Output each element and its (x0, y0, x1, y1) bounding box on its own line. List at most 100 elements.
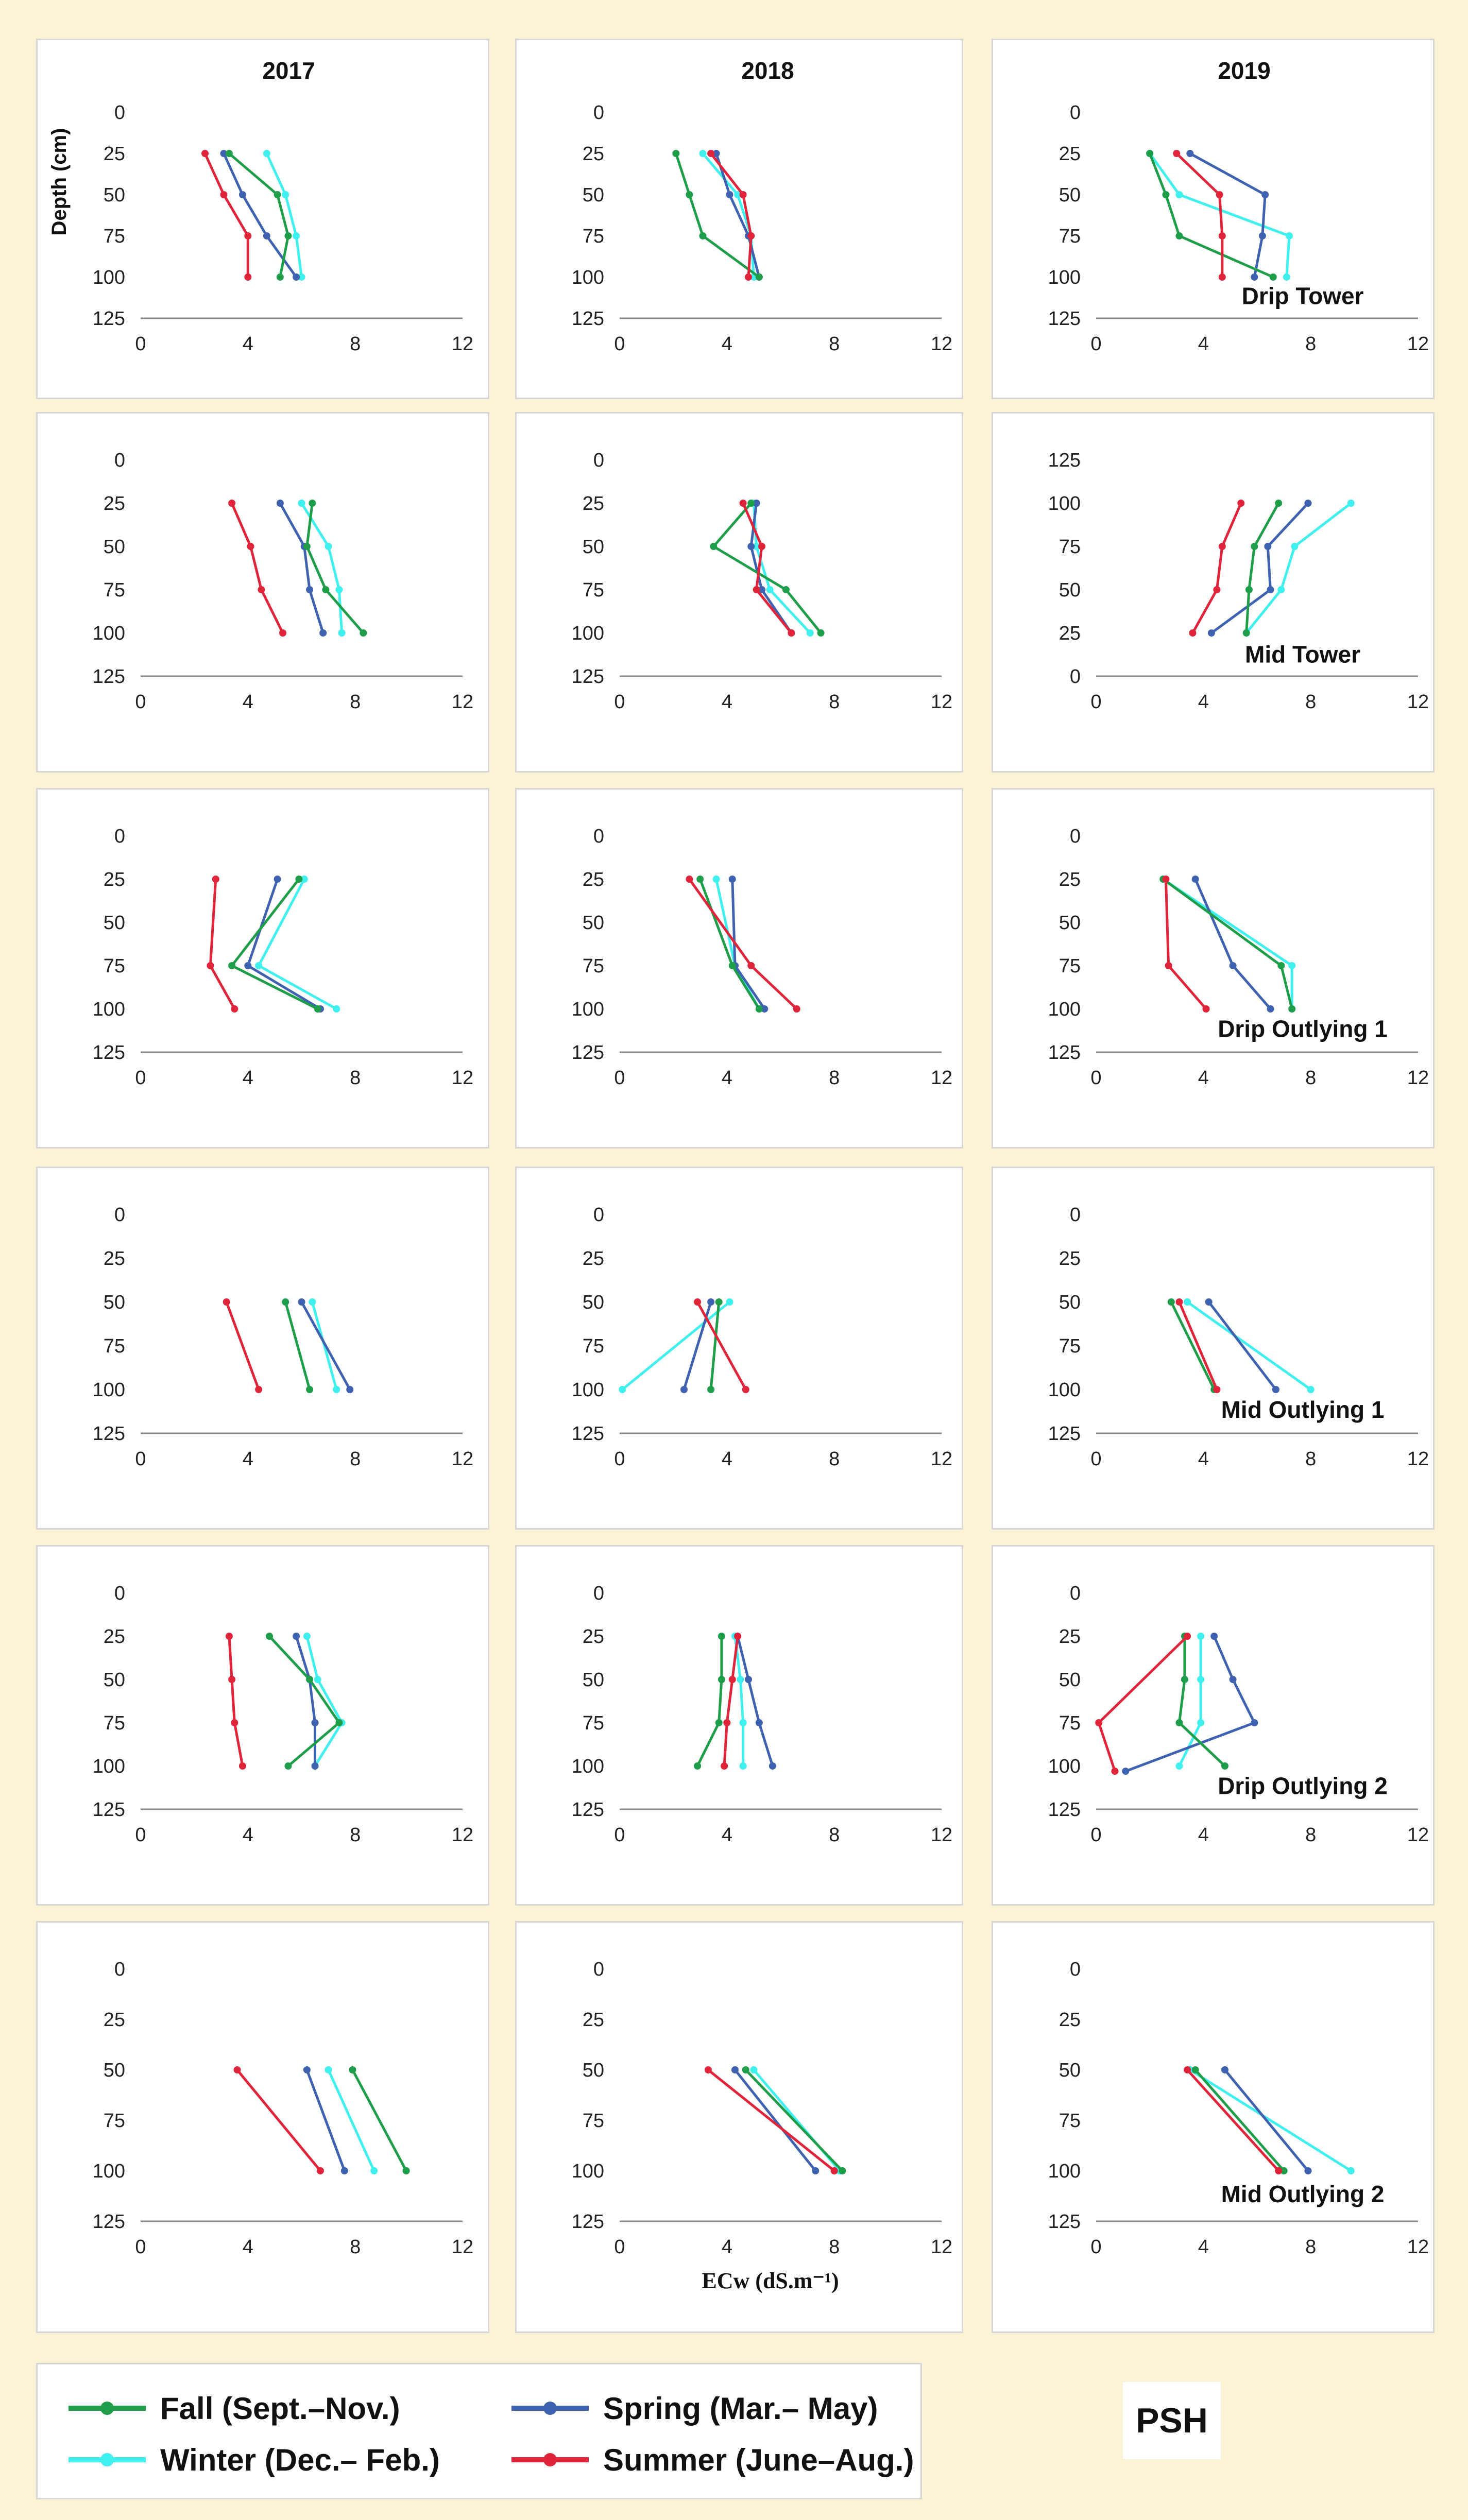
data-point-spring (1186, 150, 1194, 157)
data-point-fall (282, 1298, 289, 1306)
chart-svg: 0 4 8 12 0 25 50 75 100 125 Mid Outlying 2 (1048, 1959, 1429, 2258)
data-point-fall (322, 586, 330, 593)
data-point-spring (761, 1005, 769, 1013)
y-tick-label: 125 (572, 2211, 604, 2233)
data-point-winter (263, 150, 270, 157)
y-tick-label: 100 (572, 999, 604, 1020)
series-line-winter (265, 152, 303, 278)
data-point-spring (293, 1633, 300, 1640)
y-tick-label: 50 (583, 2060, 604, 2081)
x-tick-label: 8 (829, 333, 840, 355)
chart-panel-r2-c2: 0 4 8 12 0 25 50 75 100 125 Drip Outlying 1 (992, 788, 1435, 1148)
y-tick-label: 50 (1059, 1292, 1081, 1313)
chart-panel-r5-c2: 0 4 8 12 0 25 50 75 100 125 Mid Outlying 2 (992, 1921, 1435, 2333)
series-line-fall (284, 1301, 311, 1390)
data-point-spring (731, 2066, 739, 2073)
x-tick-label: 8 (350, 1067, 361, 1089)
data-point-spring (1261, 191, 1269, 198)
y-tick-label: 50 (1059, 912, 1081, 934)
series-line-summer (723, 1636, 739, 1767)
data-point-fall (1275, 500, 1283, 507)
data-point-summer (753, 586, 760, 593)
y-tick-label: 125 (572, 308, 604, 330)
legend-item-winter: Winter (Dec.– Feb.) (69, 2439, 440, 2480)
data-point-winter (314, 1676, 321, 1683)
y-tick-label: 75 (583, 579, 604, 601)
x-tick-label: 4 (243, 1448, 253, 1470)
legend-item-summer: Summer (June–Aug.) (511, 2439, 914, 2480)
x-tick-label: 12 (1407, 1448, 1429, 1470)
data-point-fall (266, 1633, 273, 1640)
y-tick-label: 75 (583, 1712, 604, 1734)
x-tick-label: 0 (135, 1067, 146, 1089)
data-point-spring (1267, 586, 1274, 593)
data-point-winter (750, 2066, 758, 2073)
y-tick-label: 0 (114, 1204, 125, 1226)
data-point-summer (225, 1633, 233, 1640)
y-tick-label: 0 (1070, 1959, 1081, 1980)
y-tick-label: 0 (114, 826, 125, 847)
data-point-spring (303, 2066, 311, 2073)
series-line-spring (682, 1301, 712, 1390)
data-point-summer (830, 2167, 838, 2174)
x-tick-label: 8 (1305, 1067, 1316, 1089)
data-point-summer (201, 150, 209, 157)
data-point-summer (1184, 1633, 1191, 1640)
y-tick-label: 100 (572, 2161, 604, 2182)
y-tick-label: 100 (93, 1756, 125, 1777)
chart-svg: 0 4 8 12 0 25 50 75 100 125 (572, 826, 953, 1089)
series-line-summer (225, 1301, 260, 1390)
panel-site-label: Mid Tower (1245, 641, 1360, 668)
data-point-fall (672, 150, 680, 157)
series-line-fall (1194, 2069, 1285, 2172)
chart-title: 2017 (262, 57, 315, 84)
y-tick-label: 100 (1048, 999, 1081, 1020)
data-point-winter (1347, 2167, 1355, 2174)
data-point-spring (340, 2167, 348, 2174)
chart-svg: 0 4 8 12 0 25 50 75 100 125 (572, 1204, 953, 1470)
data-point-summer (223, 1298, 230, 1306)
y-axis-label: Depth (cm) (48, 128, 71, 236)
data-point-summer (1213, 586, 1221, 593)
data-point-summer (220, 191, 228, 198)
y-tick-label: 50 (104, 2060, 125, 2081)
y-tick-label: 50 (104, 1292, 125, 1313)
y-tick-label: 100 (93, 999, 125, 1020)
data-point-spring (707, 1298, 715, 1306)
data-point-summer (244, 232, 252, 239)
data-point-fall (715, 1719, 723, 1726)
y-tick-label: 50 (104, 184, 125, 206)
y-tick-label: 0 (1070, 1204, 1081, 1226)
data-point-winter (1347, 500, 1355, 507)
y-tick-label: 0 (593, 1583, 604, 1604)
data-point-summer (258, 586, 265, 593)
series-line-spring (300, 1301, 351, 1391)
series-line-winter (733, 1636, 745, 1766)
data-point-summer (255, 1386, 263, 1393)
y-tick-label: 25 (104, 493, 125, 515)
data-point-fall (284, 232, 292, 239)
panel-site-label: Drip Tower (1242, 282, 1364, 309)
data-point-spring (1205, 1298, 1213, 1306)
x-tick-label: 0 (614, 2236, 625, 2258)
chart-svg: 0 4 8 12 0 25 50 75 100 125 Mid Tower (1048, 450, 1429, 713)
series-line-winter (1178, 1636, 1202, 1767)
data-point-winter (300, 876, 308, 883)
y-tick-label: 75 (583, 1335, 604, 1357)
chart-panel-r0-c0: 0 4 8 12 0 25 50 75 100 125 2017 Depth (cm) (36, 39, 489, 399)
data-point-summer (1202, 1005, 1210, 1013)
series-line-spring (279, 502, 325, 633)
x-tick-label: 4 (1198, 691, 1209, 713)
y-tick-label: 25 (1059, 623, 1081, 644)
y-tick-label: 75 (1059, 2110, 1081, 2132)
data-point-winter (298, 500, 305, 507)
data-point-summer (707, 150, 715, 157)
chart-svg: 0 4 8 12 0 25 50 75 100 125 (93, 1204, 474, 1470)
data-point-spring (244, 962, 252, 969)
chart-svg: 0 4 8 12 0 25 50 75 100 125 2018 (572, 57, 953, 355)
data-point-spring (319, 629, 327, 637)
data-point-spring (1210, 1633, 1218, 1640)
y-tick-label: 0 (114, 102, 125, 124)
data-point-summer (231, 1005, 238, 1013)
x-tick-label: 12 (1407, 691, 1429, 713)
